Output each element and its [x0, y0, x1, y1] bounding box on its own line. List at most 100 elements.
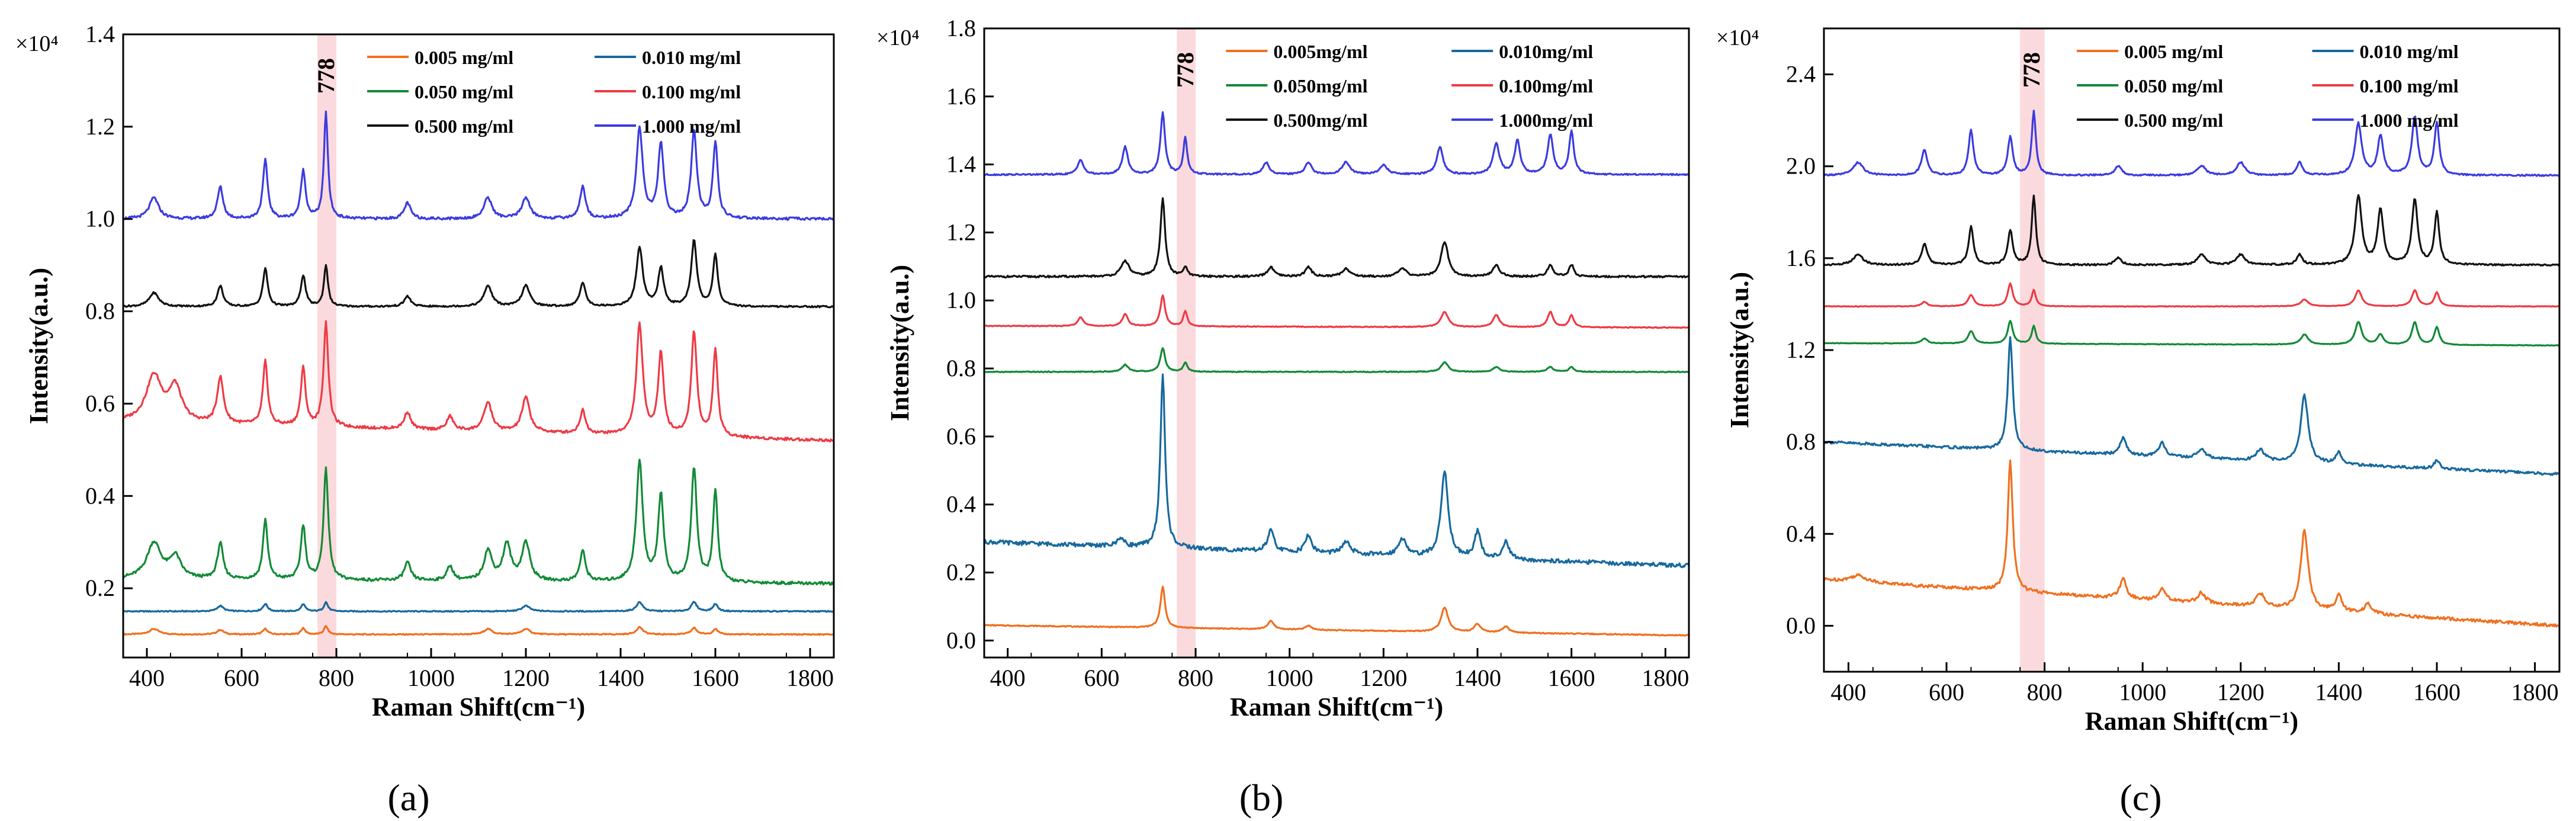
x-tick-label: 1200 — [502, 665, 550, 691]
y-axis-label: Intensity(a.u.) — [1725, 272, 1754, 428]
series-line-0 — [122, 625, 834, 636]
x-tick-label: 800 — [319, 665, 354, 691]
y-tick-label: 0.4 — [85, 482, 115, 509]
y-tick-label: 0.6 — [946, 423, 976, 450]
series-line-3 — [123, 320, 834, 442]
y-tick-label: 1.2 — [946, 219, 976, 245]
x-tick-label: 1000 — [407, 665, 455, 691]
legend-entry: 0.005 mg/ml — [415, 47, 513, 68]
x-tick-label: 1800 — [2511, 679, 2559, 705]
chart-panel-2: 778 400 600 800 1000 1200 1400 1600 1800 0.0 0.4 0.… — [1716, 25, 2561, 819]
x-tick-label: 1800 — [786, 665, 834, 691]
x-tick-label: 800 — [2027, 679, 2063, 705]
y-tick-label: 0.0 — [1786, 612, 1816, 639]
y-tick-label: 2.4 — [1786, 61, 1816, 88]
x-tick-label: 600 — [1084, 665, 1119, 691]
x-tick-label: 1800 — [1642, 665, 1689, 691]
y-tick-label: 1.4 — [946, 151, 976, 178]
y-tick-label: 0.8 — [1786, 428, 1816, 455]
chart-panel-1: 778 400 600 800 1000 1200 1400 1600 1800 0.0 0.2 0.… — [876, 15, 1690, 819]
y-tick-label: 1.4 — [85, 21, 115, 47]
x-tick-label: 400 — [990, 665, 1026, 691]
series-line-2 — [984, 347, 1690, 373]
x-tick-label: 1000 — [1266, 665, 1313, 691]
x-tick-label: 600 — [1929, 679, 1964, 705]
legend-entry: 0.010mg/ml — [1499, 41, 1593, 62]
y-tick-label: 0.4 — [1786, 520, 1816, 547]
y-tick-label: 0.2 — [946, 559, 976, 585]
legend-entry: 0.500mg/ml — [1273, 110, 1367, 131]
series-line-0 — [1824, 459, 2559, 628]
y-multiplier: ×10⁴ — [1716, 25, 1759, 50]
series-line-3 — [1823, 282, 2560, 308]
y-tick-label: 1.6 — [1786, 245, 1816, 271]
x-tick-label: 1200 — [1360, 665, 1407, 691]
x-tick-label: 400 — [1830, 679, 1866, 705]
y-tick-label: 2.0 — [1786, 153, 1816, 179]
x-tick-label: 1400 — [597, 665, 644, 691]
legend-entry: 0.050 mg/ml — [415, 81, 513, 102]
y-tick-label: 0.8 — [85, 298, 115, 325]
series-line-2 — [1823, 320, 2560, 347]
band-label: 778 — [2018, 52, 2045, 88]
legend-entry: 0.500 mg/ml — [2124, 110, 2223, 131]
highlight-band — [1177, 28, 1196, 658]
y-tick-label: 1.0 — [85, 206, 115, 232]
legend-entry: 0.010 mg/ml — [2360, 41, 2459, 62]
band-label: 778 — [1172, 52, 1199, 88]
x-axis-label: Raman Shift(cm⁻¹) — [1230, 692, 1443, 721]
x-tick-label: 1600 — [692, 665, 739, 691]
axes-frame — [122, 33, 835, 659]
x-tick-label: 600 — [224, 665, 259, 691]
y-tick-label: 0.0 — [946, 627, 976, 653]
series-line-4 — [122, 239, 834, 309]
series-line-1 — [123, 601, 835, 613]
legend-entry: 0.010 mg/ml — [642, 47, 741, 68]
x-tick-label: 1000 — [2119, 679, 2166, 705]
y-tick-label: 0.6 — [85, 390, 115, 416]
legend-entry: 0.005mg/ml — [1273, 41, 1367, 62]
x-tick-label: 1200 — [2217, 679, 2265, 705]
y-multiplier: ×10⁴ — [876, 25, 920, 50]
legend-entry: 1.000 mg/ml — [2360, 110, 2459, 131]
panel-label: (c) — [2119, 777, 2161, 819]
legend-entry: 0.100mg/ml — [1499, 75, 1593, 97]
panel-label: (b) — [1239, 777, 1284, 819]
legend-entry: 0.100 mg/ml — [2360, 75, 2459, 97]
chart-panel-0: 778 400 600 800 1000 1200 1400 1600 1800 0.2 0.4 0.… — [15, 21, 835, 819]
y-multiplier: ×10⁴ — [15, 31, 59, 56]
x-tick-label: 400 — [129, 665, 165, 691]
legend-entry: 0.005 mg/ml — [2124, 41, 2223, 62]
legend-entry: 0.050 mg/ml — [2124, 75, 2223, 97]
y-tick-label: 0.4 — [946, 491, 976, 518]
series-line-5 — [984, 111, 1690, 177]
x-tick-label: 1600 — [1548, 665, 1595, 691]
y-axis-label: Intensity(a.u.) — [885, 265, 914, 421]
series-line-4 — [1823, 194, 2559, 267]
y-axis-label: Intensity(a.u.) — [24, 268, 53, 424]
y-tick-label: 1.2 — [85, 113, 115, 140]
panel-label: (a) — [387, 777, 429, 819]
x-axis-label: Raman Shift(cm⁻¹) — [2085, 707, 2298, 736]
x-tick-label: 800 — [1178, 665, 1213, 691]
y-tick-label: 1.2 — [1786, 336, 1816, 363]
x-tick-label: 1400 — [2315, 679, 2362, 705]
y-tick-label: 1.6 — [946, 83, 976, 110]
legend-entry: 0.100 mg/ml — [642, 81, 741, 102]
y-tick-label: 0.8 — [946, 355, 976, 381]
series-line-1 — [983, 373, 1690, 569]
band-label: 778 — [313, 58, 339, 94]
series-line-4 — [983, 197, 1690, 279]
y-tick-label: 1.8 — [946, 15, 976, 41]
series-line-0 — [984, 585, 1690, 637]
axes-frame — [983, 27, 1690, 659]
legend-entry: 1.000mg/ml — [1499, 110, 1593, 131]
series-line-5 — [1823, 110, 2560, 177]
y-tick-label: 1.0 — [946, 287, 976, 313]
series-line-3 — [984, 294, 1690, 329]
y-tick-label: 0.2 — [85, 575, 115, 601]
x-tick-label: 1600 — [2413, 679, 2461, 705]
series-line-2 — [123, 458, 835, 586]
series-line-1 — [1823, 336, 2561, 476]
